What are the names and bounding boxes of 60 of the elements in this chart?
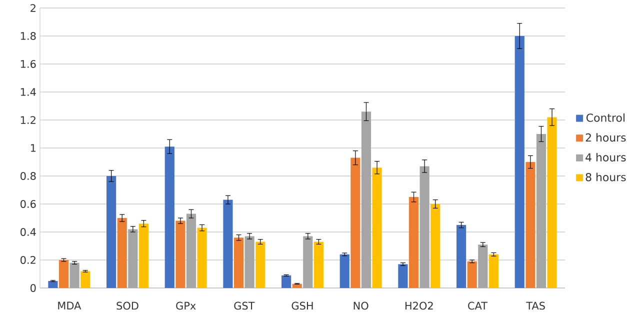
bar — [303, 236, 313, 288]
bar — [244, 236, 254, 288]
bar — [223, 200, 233, 288]
bar — [128, 229, 138, 288]
bar — [526, 162, 536, 288]
bar — [176, 220, 186, 288]
y-tick-label: 0.8 — [20, 172, 36, 180]
bar — [456, 225, 466, 288]
bar — [292, 284, 302, 288]
bar — [514, 36, 524, 288]
bar — [314, 242, 324, 288]
bar — [488, 254, 498, 288]
bar — [340, 254, 350, 288]
y-tick-label: 1 — [30, 144, 36, 152]
y-tick-label: 1.2 — [20, 116, 36, 124]
bar — [398, 264, 408, 288]
legend-label: 2 hours — [586, 133, 626, 142]
x-tick-label: TAS — [526, 302, 545, 310]
y-tick-label: 0.2 — [20, 256, 36, 264]
bar — [197, 228, 207, 288]
bar — [430, 204, 440, 288]
bar — [478, 244, 488, 288]
bar — [256, 242, 266, 288]
x-tick-label: MDA — [58, 302, 82, 310]
bar — [138, 224, 148, 288]
bar — [70, 262, 80, 288]
y-tick-label: 0 — [30, 284, 36, 292]
bar — [420, 166, 430, 288]
bar — [372, 168, 382, 288]
y-tick-label: 1.4 — [20, 88, 36, 96]
bar — [536, 134, 546, 288]
bar — [48, 281, 58, 288]
legend-label: 4 hours — [586, 152, 626, 162]
bar — [80, 271, 90, 288]
y-tick-label: 1.8 — [20, 32, 36, 40]
legend-label: 8 hours — [586, 172, 626, 182]
x-tick-label: GSH — [292, 302, 313, 310]
bar — [361, 112, 372, 288]
y-tick-label: 1.6 — [20, 60, 36, 68]
bar — [408, 197, 419, 288]
bar — [106, 176, 116, 288]
y-tick-label: 2 — [30, 4, 36, 12]
bar — [234, 238, 244, 288]
bar — [164, 146, 174, 288]
bar — [282, 275, 292, 288]
bar — [186, 214, 196, 288]
bar — [547, 117, 557, 288]
legend-label: Control — [586, 113, 624, 122]
x-tick-label: GST — [234, 302, 255, 310]
bar — [117, 218, 127, 288]
x-tick-label: GPx — [176, 302, 196, 310]
bar — [350, 158, 360, 288]
bar — [467, 261, 477, 288]
bar — [58, 260, 69, 288]
y-tick-label: 0.6 — [20, 200, 36, 208]
y-tick-label: 0.4 — [20, 228, 36, 236]
x-tick-label: CAT — [468, 302, 488, 310]
x-tick-label: NO — [354, 302, 368, 310]
x-tick-label: H2O2 — [405, 302, 433, 310]
x-tick-label: SOD — [116, 302, 138, 310]
